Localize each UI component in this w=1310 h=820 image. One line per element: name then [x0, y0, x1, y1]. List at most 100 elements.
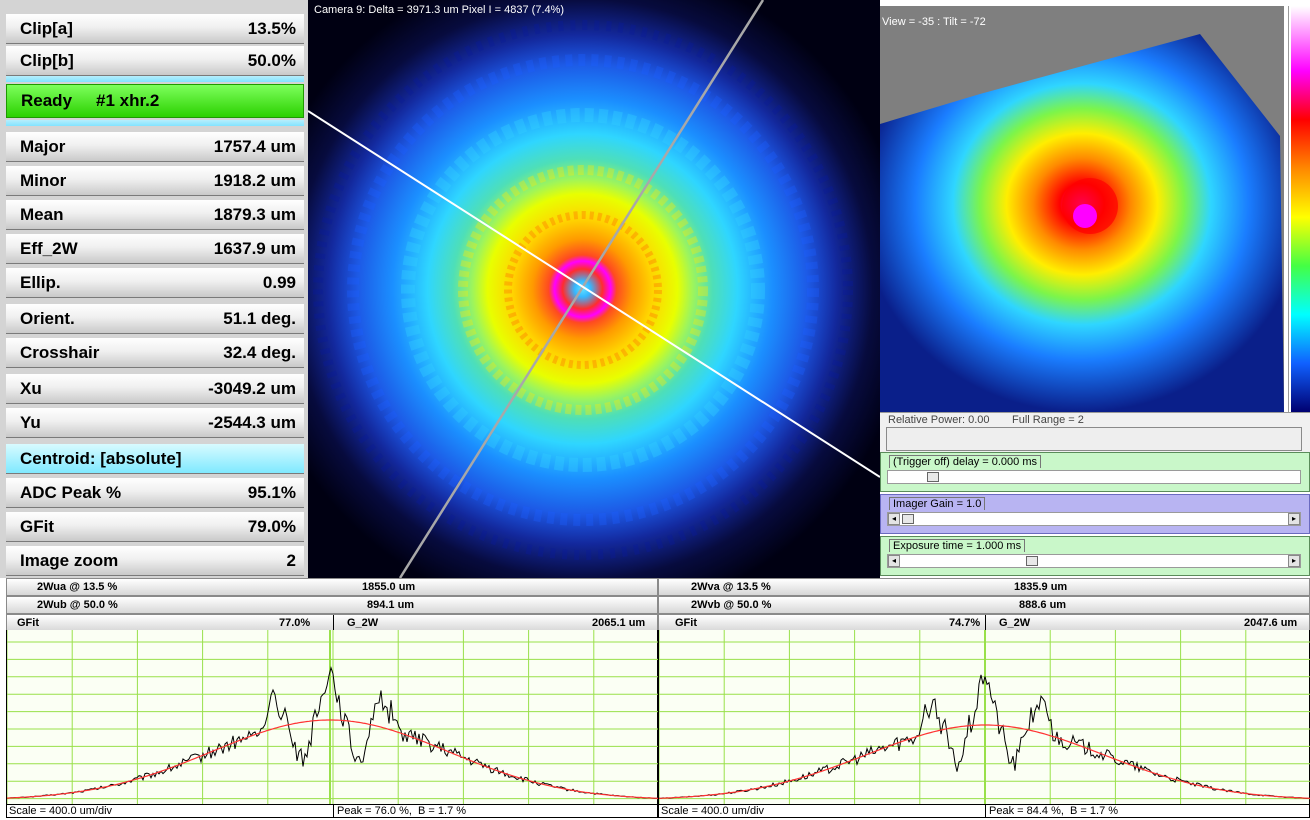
xu-row[interactable]: Xu -3049.2 um [6, 374, 304, 404]
minor-value: 1918.2 um [213, 170, 296, 190]
status-config: #1 xhr.2 [96, 91, 160, 110]
full-range-label: Full Range = 2 [1012, 414, 1084, 426]
3d-surface [880, 34, 1284, 412]
measurement-panel: Clip[a] 13.5% Clip[b] 50.0% Ready #1 xhr… [0, 0, 308, 578]
minor-row[interactable]: Minor 1918.2 um [6, 166, 304, 196]
profile-u-w13-value: 1855.0 um [362, 581, 416, 593]
relative-power-panel: Relative Power: 0.00 Full Range = 2 [880, 412, 1310, 452]
mean-value: 1879.3 um [213, 204, 296, 224]
profile-u-plot[interactable] [6, 630, 660, 804]
xu-value: -3049.2 um [208, 378, 296, 398]
adc-peak-value: 95.1% [247, 482, 296, 502]
view-tilt-label: View = -35 : Tilt = -72 [882, 16, 986, 28]
profile-v-w50-value: 888.6 um [1019, 599, 1067, 611]
profile-u-w50-value: 894.1 um [367, 599, 415, 611]
imager-gain-label: Imager Gain = 1.0 [889, 497, 986, 510]
clip-b-value: 50.0% [247, 50, 296, 70]
profile-v-width-13: 2Wva @ 13.5 % 1835.9 um [658, 578, 1310, 596]
trigger-delay-slider[interactable] [887, 470, 1301, 484]
eff-2w-row[interactable]: Eff_2W 1637.9 um [6, 234, 304, 264]
image-zoom-row[interactable]: Image zoom 2 [6, 546, 304, 576]
yu-value: -2544.3 um [208, 412, 296, 432]
crosshair-row[interactable]: Crosshair 32.4 deg. [6, 338, 304, 368]
profile-v-w13-label: 2Wva @ 13.5 % [691, 581, 771, 593]
scroll-left-icon[interactable]: ◂ [888, 555, 900, 567]
adc-peak-label: ADC Peak % [20, 482, 122, 502]
ellip-row[interactable]: Ellip. 0.99 [6, 268, 304, 298]
exposure-time-slider[interactable]: ◂ ▸ [887, 554, 1301, 568]
major-value: 1757.4 um [213, 136, 296, 156]
separator [6, 76, 304, 82]
profile-v-gfit-value: 74.7% [949, 617, 981, 629]
profile-u-gfit-label: GFit [17, 617, 39, 629]
status-bar[interactable]: Ready #1 xhr.2 [6, 84, 304, 118]
image-zoom-label: Image zoom [20, 550, 119, 570]
exposure-time-control[interactable]: Exposure time = 1.000 ms ◂ ▸ [880, 536, 1310, 576]
minor-label: Minor [20, 170, 67, 190]
imager-gain-slider[interactable]: ◂ ▸ [887, 512, 1301, 526]
yu-label: Yu [20, 412, 41, 432]
camera-status-label: Camera 9: Delta = 3971.3 um Pixel I = 48… [314, 4, 565, 16]
gfit-label: GFit [20, 516, 54, 536]
mean-label: Mean [20, 204, 64, 224]
orient-label: Orient. [20, 308, 75, 328]
orient-row[interactable]: Orient. 51.1 deg. [6, 304, 304, 334]
gaussian-fit-curve [659, 724, 1310, 799]
gfit-value: 79.0% [247, 516, 296, 536]
mean-row[interactable]: Mean 1879.3 um [6, 200, 304, 230]
exposure-time-thumb[interactable] [1026, 556, 1039, 566]
gfit-row[interactable]: GFit 79.0% [6, 512, 304, 542]
yu-row[interactable]: Yu -2544.3 um [6, 408, 304, 438]
color-scale-bar [1288, 6, 1310, 412]
profile-v-plot[interactable] [658, 630, 1310, 804]
trigger-delay-thumb[interactable] [926, 472, 939, 482]
profile-v-w13-value: 1835.9 um [1014, 581, 1068, 593]
separator [6, 120, 304, 126]
profile-u-g2w-value: 2065.1 um [592, 617, 646, 629]
divider [333, 805, 334, 817]
trigger-delay-control[interactable]: (Trigger off) delay = 0.000 ms [880, 452, 1310, 492]
adc-peak-row[interactable]: ADC Peak % 95.1% [6, 478, 304, 508]
profile-v-w50-label: 2Wvb @ 50.0 % [691, 599, 772, 611]
profile-u-peak: Peak = 76.0 %, B = 1.7 % [337, 805, 467, 817]
status-state: Ready [21, 91, 73, 110]
crosshair-value: 32.4 deg. [223, 342, 296, 362]
beam-image-view[interactable]: Camera 9: Delta = 3971.3 um Pixel I = 48… [308, 0, 880, 578]
profile-v-footer: Scale = 400.0 um/div Peak = 84.4 %, B = … [658, 804, 1310, 818]
major-row[interactable]: Major 1757.4 um [6, 132, 304, 162]
ellip-value: 0.99 [262, 272, 296, 292]
profile-u-width-50: 2Wub @ 50.0 % 894.1 um [6, 596, 658, 614]
crosshair-line-major [398, 0, 765, 578]
clip-a-label: Clip[a] [20, 18, 73, 38]
profile-u-gfit-bar: GFit 77.0% G_2W 2065.1 um [6, 614, 658, 632]
relative-power-label: Relative Power: 0.00 [888, 414, 990, 426]
centroid-mode-row[interactable]: Centroid: [absolute] [6, 444, 304, 474]
ellip-label: Ellip. [20, 272, 61, 292]
clip-b-label: Clip[b] [20, 50, 74, 70]
exposure-time-label: Exposure time = 1.000 ms [889, 539, 1026, 552]
crosshair-line-minor [308, 110, 880, 478]
imager-gain-control[interactable]: Imager Gain = 1.0 ◂ ▸ [880, 494, 1310, 534]
profile-u-g2w-label: G_2W [347, 617, 379, 629]
scroll-left-icon[interactable]: ◂ [888, 513, 900, 525]
eff-2w-value: 1637.9 um [213, 238, 296, 258]
profile-v-g2w-label: G_2W [999, 617, 1031, 629]
clip-a-value: 13.5% [247, 18, 296, 38]
orient-value: 51.1 deg. [223, 308, 296, 328]
image-zoom-value: 2 [286, 550, 296, 570]
profile-u: 2Wua @ 13.5 % 1855.0 um 2Wub @ 50.0 % 89… [6, 578, 660, 820]
profile-u-footer: Scale = 400.0 um/div Peak = 76.0 %, B = … [6, 804, 658, 818]
scroll-right-icon[interactable]: ▸ [1288, 555, 1300, 567]
profile-v-peak: Peak = 84.4 %, B = 1.7 % [989, 805, 1119, 817]
clip-a-row[interactable]: Clip[a] 13.5% [6, 14, 304, 44]
3d-beam-view[interactable]: View = -35 : Tilt = -72 [880, 6, 1284, 412]
divider [985, 615, 986, 631]
profile-v-gfit-label: GFit [675, 617, 697, 629]
profile-u-width-13: 2Wua @ 13.5 % 1855.0 um [6, 578, 658, 596]
clip-b-row[interactable]: Clip[b] 50.0% [6, 46, 304, 76]
profile-u-chart [6, 630, 660, 804]
scroll-right-icon[interactable]: ▸ [1288, 513, 1300, 525]
major-label: Major [20, 136, 66, 156]
imager-gain-thumb[interactable] [902, 514, 914, 524]
beam-texture [308, 0, 880, 578]
